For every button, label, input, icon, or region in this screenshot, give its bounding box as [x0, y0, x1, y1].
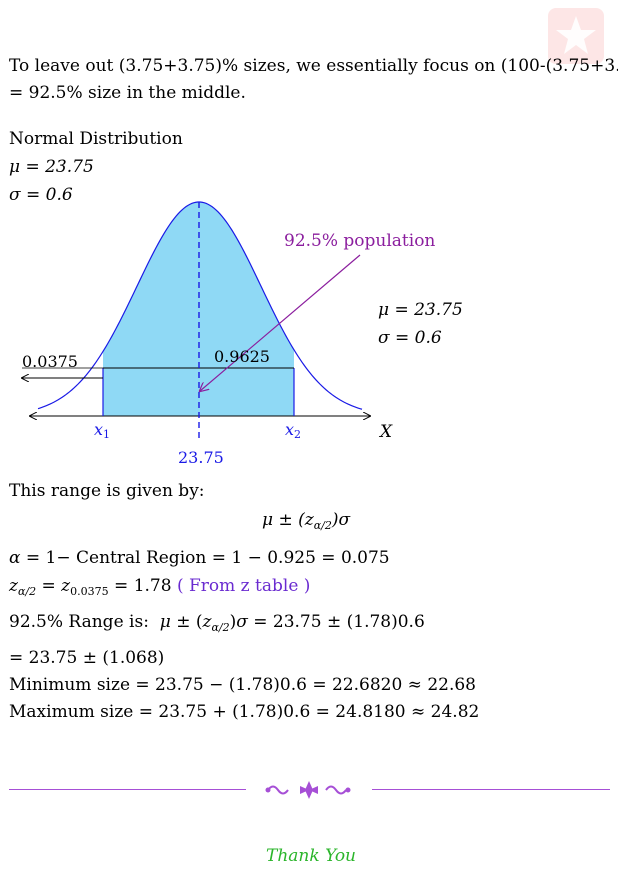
central-region-fill	[103, 202, 294, 416]
dist-mu: μ = 23.75	[9, 157, 94, 177]
star-icon	[556, 16, 596, 54]
intro-line-1: To leave out (3.75+3.75)% sizes, we esse…	[9, 56, 618, 76]
range-intro: This range is given by:	[9, 481, 205, 501]
range-formula: μ ± (zα/2)σ	[262, 510, 351, 532]
x-axis-label: X	[378, 422, 393, 442]
annotation-label: 92.5% population	[284, 231, 435, 251]
x1-label: x1	[94, 420, 110, 441]
normal-chart: 0.0375 0.9625 92.5% population μ = 23.75…	[0, 201, 463, 467]
tail-area-label: 0.0375	[22, 352, 78, 371]
watermark-badge	[548, 8, 604, 64]
range-line: 92.5% Range is: μ ± (zα/2)σ = 23.75 ± (1…	[9, 612, 425, 634]
x2-label: x2	[285, 420, 301, 441]
dist-title: Normal Distribution	[9, 129, 183, 149]
max-line: Maximum size = 23.75 + (1.78)0.6 = 24.81…	[9, 702, 480, 722]
legend-mu: μ = 23.75	[378, 300, 463, 320]
annotation-arrow	[200, 254, 361, 391]
flourish-ornament-icon	[265, 781, 351, 799]
central-area-label: 0.9625	[214, 347, 270, 366]
dist-sigma: σ = 0.6	[9, 185, 73, 205]
alpha-line: α = 1− Central Region = 1 − 0.925 = 0.07…	[9, 548, 390, 568]
z-line: zα/2 = z0.0375 = 1.78 ( From z table )	[9, 576, 311, 598]
legend-sigma: σ = 0.6	[378, 328, 442, 348]
mean-tick-label: 23.75	[178, 448, 224, 467]
min-line: Minimum size = 23.75 − (1.78)0.6 = 22.68…	[9, 675, 476, 695]
divider-right	[372, 789, 610, 790]
divider-left	[9, 789, 246, 790]
z-table-note: ( From z table )	[176, 576, 311, 596]
thank-you: Thank You	[266, 846, 357, 866]
range-label: 92.5% Range is:	[9, 612, 149, 632]
intro-line-2: = 92.5% size in the middle.	[9, 83, 246, 103]
eq-line: = 23.75 ± (1.068)	[9, 648, 165, 668]
